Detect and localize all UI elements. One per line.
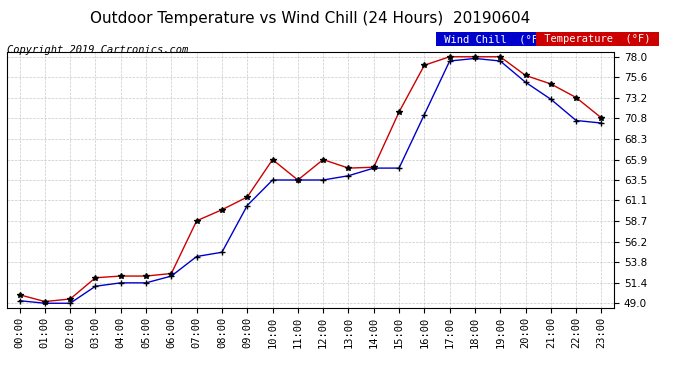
Text: Outdoor Temperature vs Wind Chill (24 Hours)  20190604: Outdoor Temperature vs Wind Chill (24 Ho… — [90, 11, 531, 26]
Text: Temperature  (°F): Temperature (°F) — [538, 34, 657, 44]
Text: Copyright 2019 Cartronics.com: Copyright 2019 Cartronics.com — [7, 45, 188, 55]
Text: Wind Chill  (°F): Wind Chill (°F) — [438, 34, 551, 44]
